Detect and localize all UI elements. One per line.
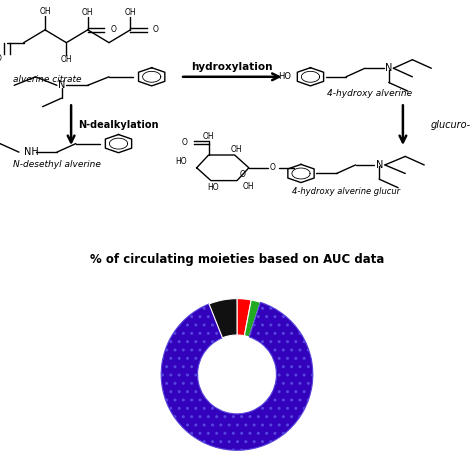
Text: HO: HO bbox=[279, 73, 292, 81]
Text: OH: OH bbox=[203, 132, 214, 141]
Text: O: O bbox=[0, 54, 2, 63]
Text: O: O bbox=[270, 164, 275, 172]
Text: O: O bbox=[111, 26, 117, 34]
Title: % of circulating moieties based on AUC data: % of circulating moieties based on AUC d… bbox=[90, 253, 384, 266]
Text: OH: OH bbox=[230, 145, 242, 154]
Text: 4-hydroxy alverine: 4-hydroxy alverine bbox=[327, 90, 412, 98]
Text: hydroxylation: hydroxylation bbox=[191, 62, 273, 72]
Wedge shape bbox=[161, 302, 313, 450]
Text: glucuro-: glucuro- bbox=[430, 120, 470, 130]
Text: NH: NH bbox=[24, 147, 38, 157]
Text: OH: OH bbox=[243, 182, 255, 191]
Text: HO: HO bbox=[208, 183, 219, 192]
Text: O: O bbox=[240, 171, 246, 179]
Text: N-desethyl alverine: N-desethyl alverine bbox=[13, 161, 101, 169]
Text: OH: OH bbox=[61, 55, 72, 64]
Wedge shape bbox=[209, 299, 237, 338]
Text: HO: HO bbox=[175, 157, 187, 166]
Text: N: N bbox=[58, 80, 65, 91]
Text: 4-hydroxy alverine glucur: 4-hydroxy alverine glucur bbox=[292, 188, 400, 196]
Text: alverine citrate: alverine citrate bbox=[13, 75, 82, 84]
Text: OH: OH bbox=[125, 9, 136, 17]
Text: OH: OH bbox=[82, 9, 93, 17]
Text: OH: OH bbox=[39, 7, 51, 16]
Wedge shape bbox=[237, 299, 251, 336]
Wedge shape bbox=[245, 300, 260, 337]
Text: N: N bbox=[375, 160, 383, 170]
Text: N-dealkylation: N-dealkylation bbox=[78, 120, 159, 130]
Text: O: O bbox=[153, 26, 158, 34]
Text: O: O bbox=[182, 138, 187, 146]
Text: N: N bbox=[385, 63, 392, 73]
